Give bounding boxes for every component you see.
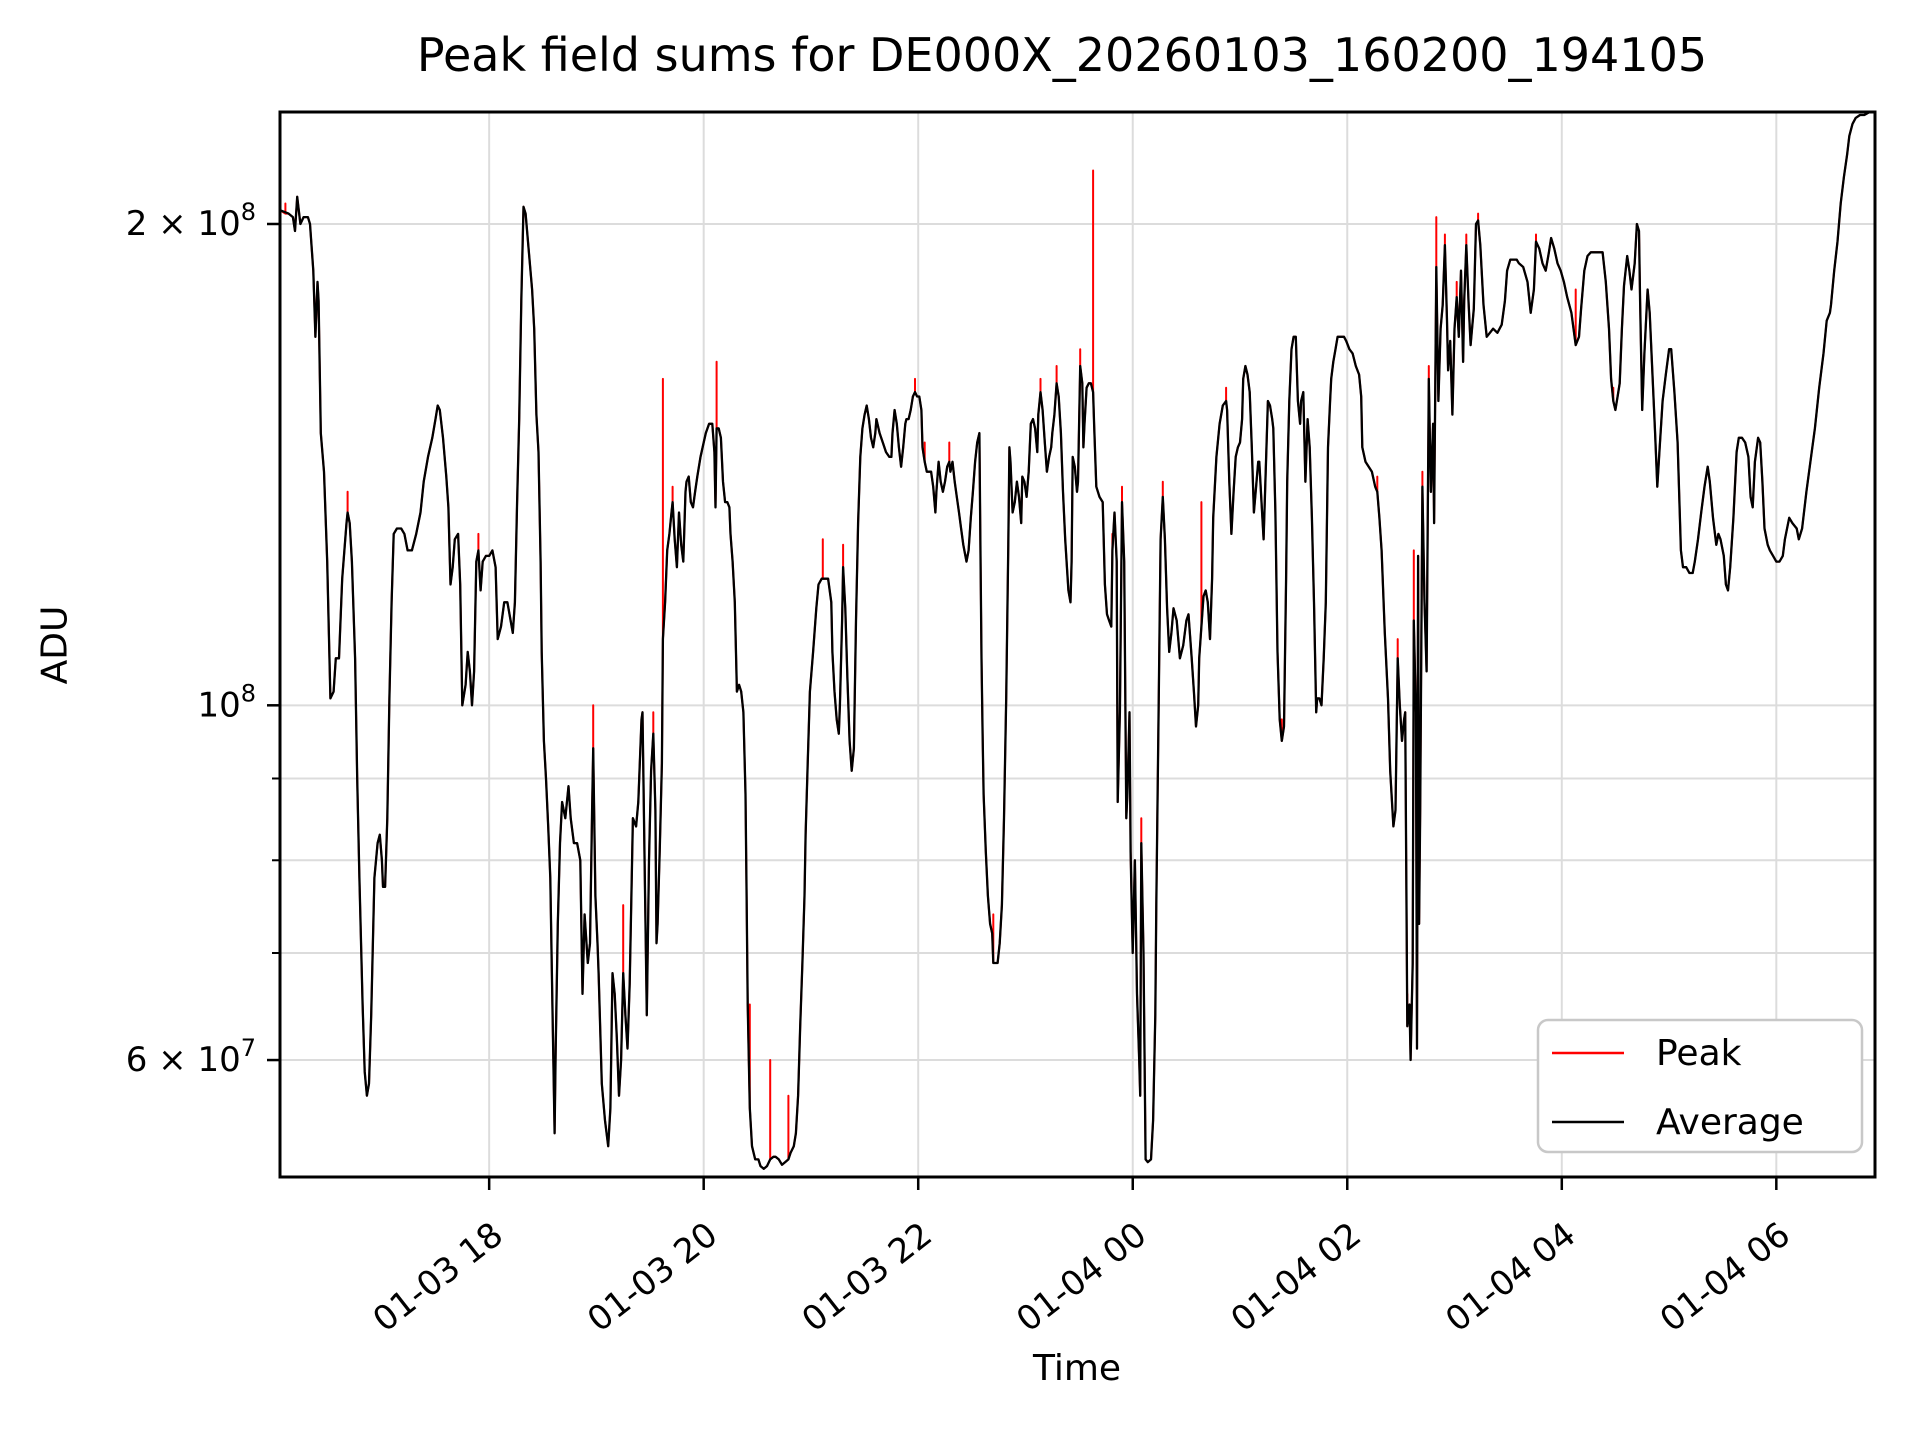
legend-label-average: Average bbox=[1656, 1102, 1804, 1143]
x-axis-label: Time bbox=[1032, 1348, 1122, 1389]
chart-title: Peak field sums for DE000X_20260103_1602… bbox=[416, 28, 1708, 82]
x-tick-label: 01-03 20 bbox=[580, 1215, 725, 1341]
x-tick-label: 01-04 06 bbox=[1653, 1215, 1798, 1341]
x-tick-label: 01-04 04 bbox=[1438, 1215, 1583, 1341]
x-tick-label: 01-03 22 bbox=[795, 1215, 940, 1341]
plot-border bbox=[278, 110, 1877, 1179]
y-tick-label: 6 × 107 bbox=[126, 1034, 256, 1080]
legend-label-peak: Peak bbox=[1656, 1033, 1742, 1074]
y-tick-label: 108 bbox=[197, 679, 256, 725]
y-tick-label: 2 × 108 bbox=[126, 198, 256, 244]
series-average-line bbox=[279, 110, 1874, 1170]
x-tick-label: 01-04 00 bbox=[1009, 1215, 1154, 1341]
x-tick-label: 01-03 18 bbox=[366, 1215, 511, 1341]
x-tick-label: 01-04 02 bbox=[1224, 1215, 1369, 1341]
